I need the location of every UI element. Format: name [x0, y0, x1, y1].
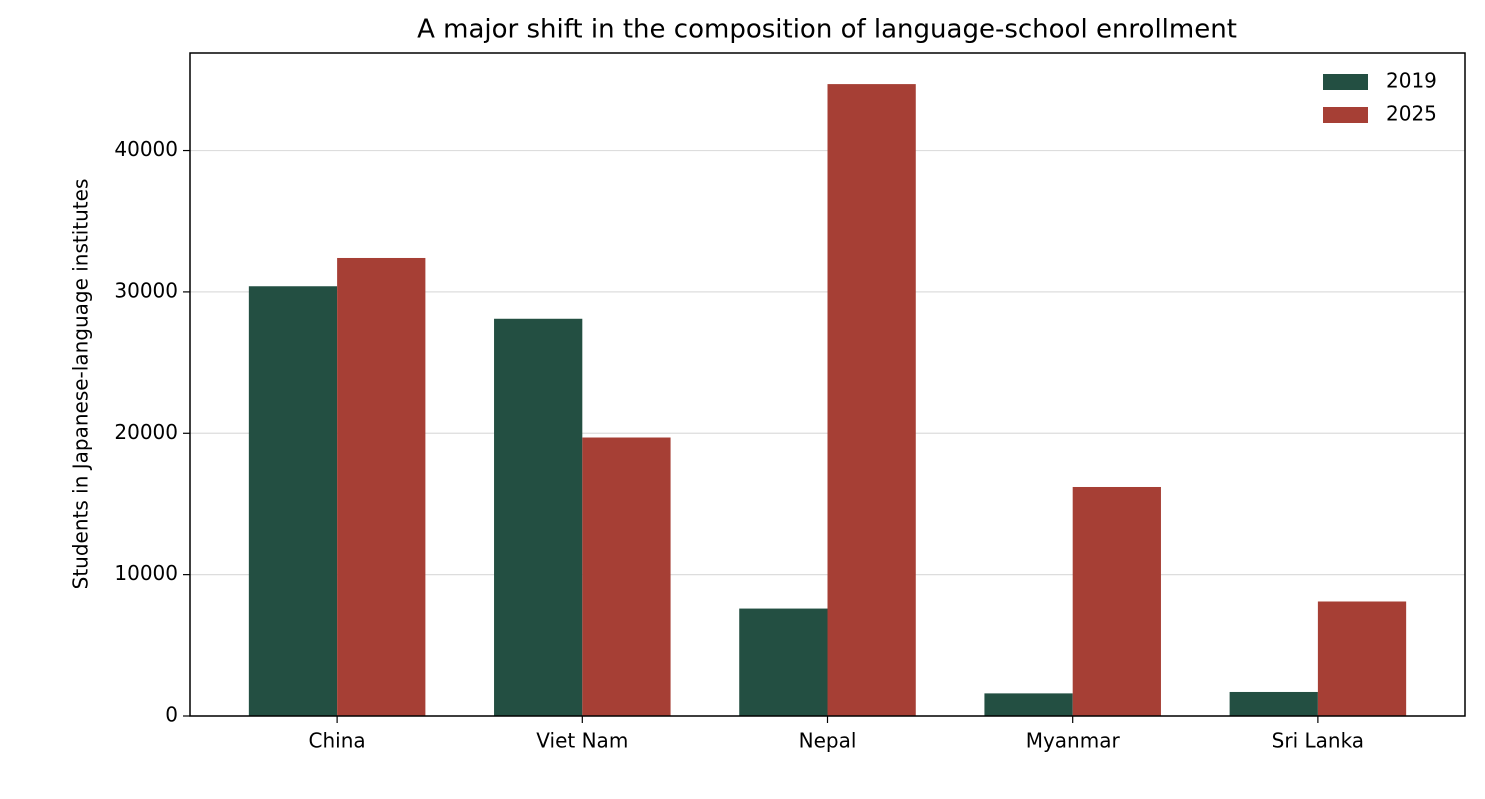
bar: [582, 437, 671, 716]
x-tick-label: Viet Nam: [536, 729, 628, 753]
bar: [494, 318, 583, 716]
bar: [984, 693, 1073, 716]
legend-swatch: [1323, 74, 1368, 90]
bar: [1229, 691, 1318, 716]
chart-title: A major shift in the composition of lang…: [417, 15, 1237, 45]
y-axis-label: Students in Japanese-language institutes: [69, 179, 93, 590]
bar: [337, 257, 426, 716]
x-tick-label: Sri Lanka: [1272, 729, 1364, 753]
x-tick-label: Myanmar: [1026, 729, 1121, 753]
y-tick-label: 20000: [114, 420, 178, 444]
bar: [248, 286, 338, 716]
plot-frame: [189, 52, 1466, 717]
y-tick-label: 40000: [114, 137, 178, 161]
y-tick-label: 10000: [114, 561, 178, 585]
y-tick-label: 0: [165, 703, 178, 727]
bar: [1317, 601, 1407, 716]
x-tick-label: China: [309, 729, 366, 753]
bar: [827, 84, 916, 716]
bar: [1072, 486, 1161, 716]
legend-label: 2025: [1386, 102, 1437, 126]
legend-swatch: [1323, 107, 1368, 123]
legend-label: 2019: [1386, 69, 1437, 93]
y-tick-label: 30000: [114, 278, 178, 302]
bar: [739, 608, 828, 716]
x-tick-label: Nepal: [799, 729, 857, 753]
